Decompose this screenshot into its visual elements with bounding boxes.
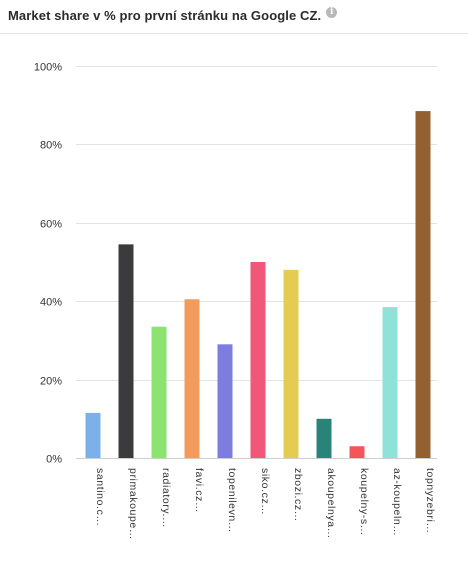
bar[interactable] <box>250 262 266 458</box>
y-tick-label: 40% <box>40 297 62 309</box>
x-tick-label: akoupelnya… <box>325 468 337 539</box>
chart-title: Market share v % pro první stránku na Go… <box>8 7 322 23</box>
bar[interactable] <box>151 326 167 458</box>
bar[interactable] <box>217 344 233 458</box>
bar[interactable] <box>184 299 200 458</box>
bar[interactable] <box>316 418 332 458</box>
y-tick-label: 80% <box>40 140 62 152</box>
chart-header: Market share v % pro první stránku na Go… <box>8 5 338 25</box>
x-tick-label: primakoupe… <box>127 468 139 540</box>
bar[interactable] <box>118 244 134 458</box>
bar[interactable] <box>415 111 431 458</box>
y-tick-label: 20% <box>40 376 62 388</box>
y-tick-label: 0% <box>46 454 62 466</box>
x-tick-label: favi.cz… <box>193 468 205 513</box>
bar[interactable] <box>85 412 101 458</box>
x-tick-label: santino.c… <box>94 468 106 527</box>
x-tick-label: zbozi.cz… <box>292 468 304 522</box>
x-tick-label: siko.cz… <box>259 468 271 515</box>
x-tick-label: topenilevn… <box>226 468 238 533</box>
bars <box>85 111 431 458</box>
y-tick-label: 60% <box>40 219 62 231</box>
x-tick-label: az-koupeln… <box>391 468 403 536</box>
bar[interactable] <box>349 446 365 458</box>
x-tick-label: topnyzebri… <box>424 468 436 534</box>
info-icon[interactable]: i <box>326 6 338 18</box>
header-divider <box>0 33 468 34</box>
y-tick-label: 100% <box>34 62 62 74</box>
x-axis-labels: santino.c… primakoupe… radiatory.… favi.cz…… <box>94 468 436 540</box>
y-axis-ticks: 0% 20% 40% 60% 80% 100% <box>34 62 62 466</box>
x-tick-label: koupelny-s… <box>358 468 370 536</box>
bar[interactable] <box>382 307 398 458</box>
bar[interactable] <box>283 269 299 458</box>
x-tick-label: radiatory.… <box>160 468 172 528</box>
